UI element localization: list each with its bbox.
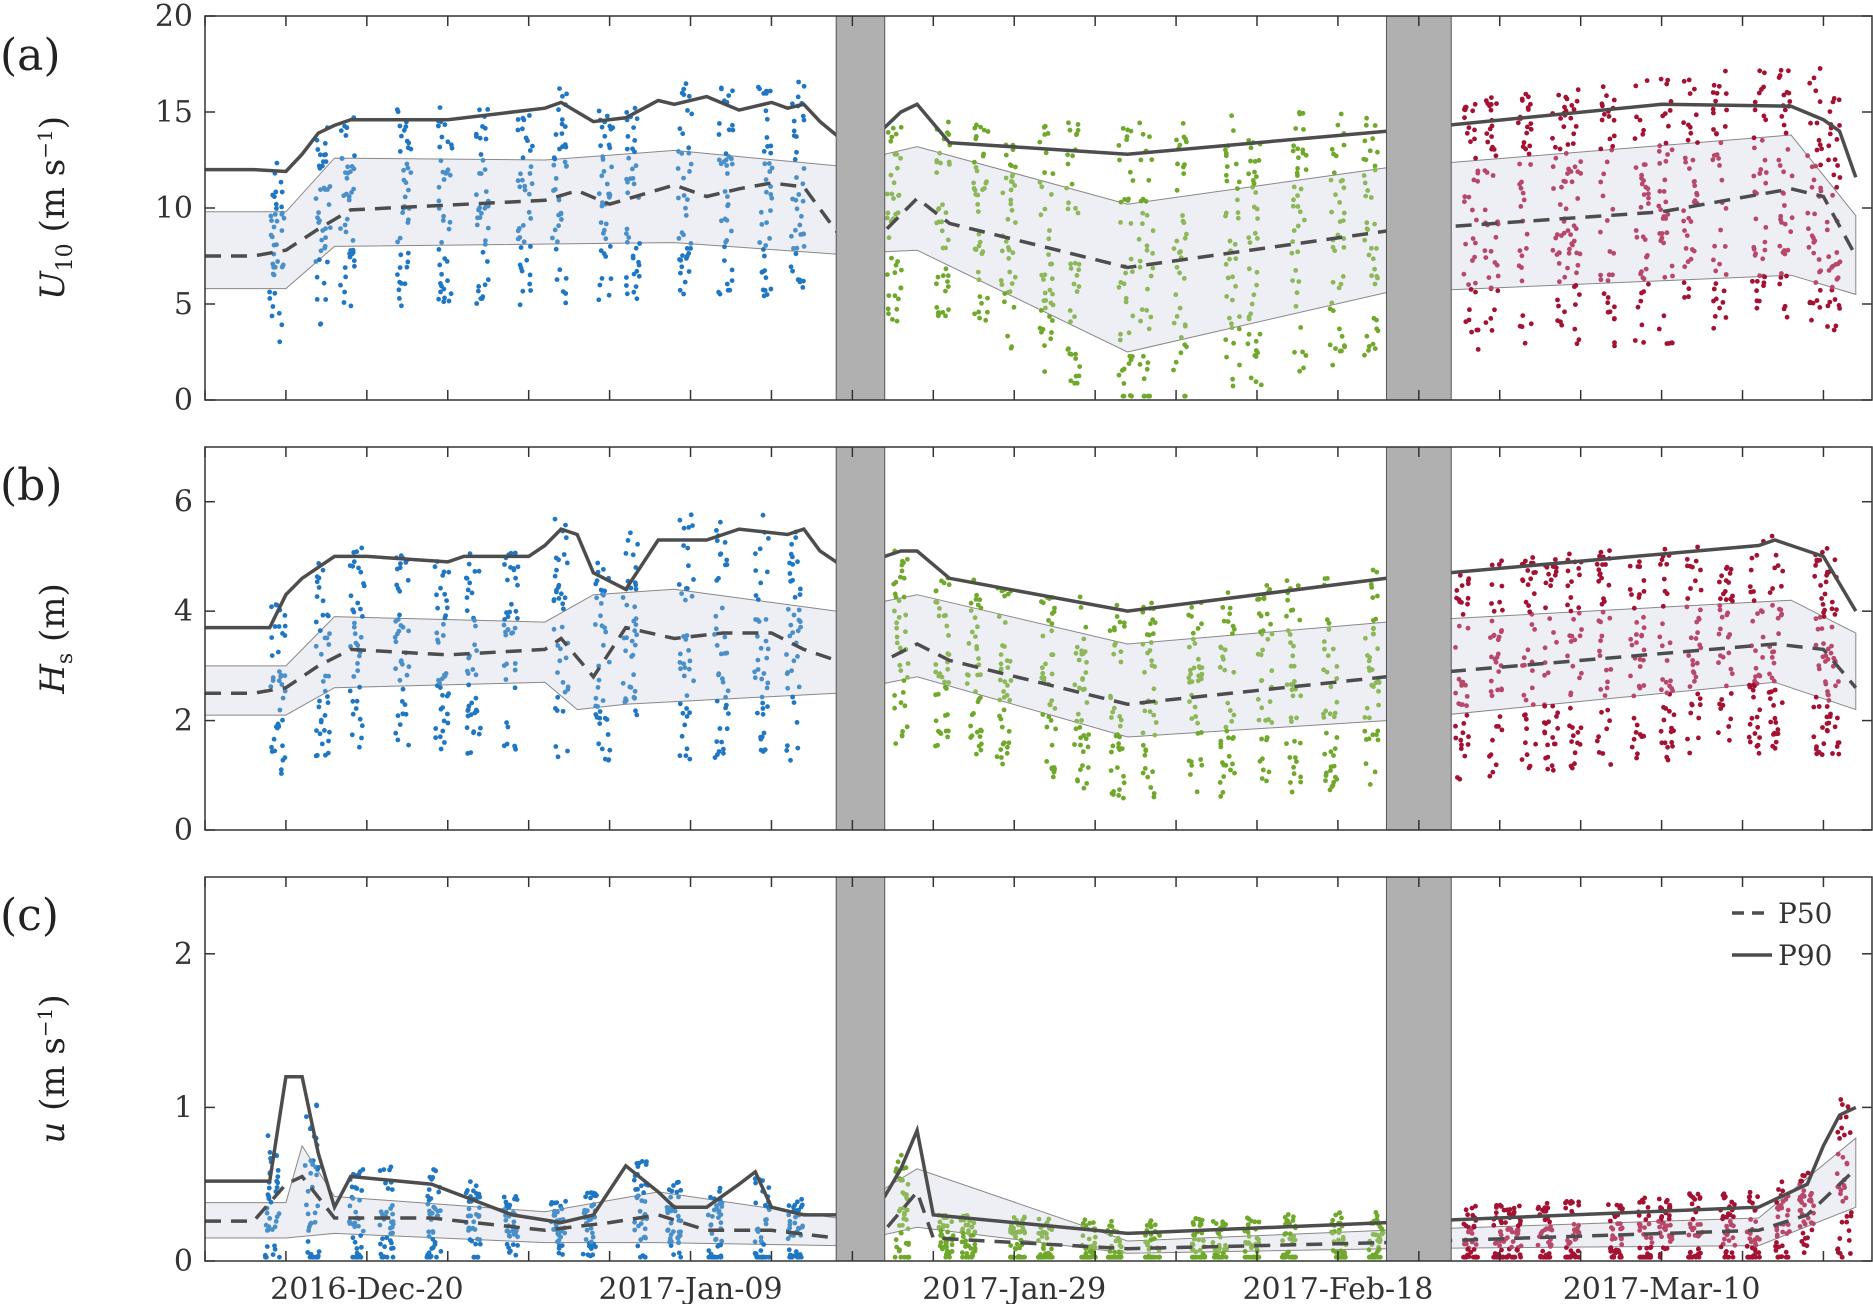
y-tick-label: 0 [174,1244,193,1279]
x-tick-label: 2017-Feb-18 [1242,1272,1433,1304]
panel-a: 0 5 10 15 20 (a) U10 (m s−1) [0,0,1873,418]
y-tick-label: 20 [155,0,193,34]
data-gap [835,876,886,1262]
panel-b: 0 2 4 6 (b) Hs (m) [0,446,1873,848]
p50-line [205,625,1858,706]
legend-p90-label: P90 [1778,939,1832,972]
panel-letter: (c) [0,890,59,941]
p50-line [205,1167,1858,1251]
panel-letter: (b) [0,460,63,511]
y-axis-title: Hs (m) [33,583,78,695]
y-tick-label: 6 [174,485,193,520]
p90-line [205,1074,1857,1236]
observation-points [267,66,1843,399]
data-gap [835,446,886,831]
axes-frame [204,446,1873,831]
x-tick-label: 2017-Jan-09 [599,1272,783,1304]
panel-c: 0 1 2 2016-Dec-20 2017-Jan-09 2017-Jan-29 2017… [0,876,1873,1304]
percentile-band [204,1137,1857,1254]
y-tick-label: 2 [174,704,193,739]
y-tick-label: 15 [155,95,193,130]
x-tick-label: 2017-Jan-29 [922,1272,1106,1304]
data-gap [835,15,886,401]
y-tick-label: 4 [174,594,193,629]
data-gap [1385,876,1452,1262]
y-tick-label: 1 [174,1090,193,1125]
data-gap [1385,446,1452,831]
p90-line [205,94,1858,178]
y-tick-label: 0 [174,383,193,418]
y-axis-title: U10 (m s−1) [33,116,78,300]
y-tick-label: 0 [174,813,193,848]
y-axis-title: u (m s−1) [33,994,73,1143]
percentile-band [204,588,1857,738]
y-tick-label: 10 [155,191,193,226]
x-tick-label: 2017-Mar-10 [1563,1272,1761,1304]
observation-points [262,1097,1854,1260]
panel-letter: (a) [0,30,61,81]
y-tick-label: 2 [174,937,193,972]
y-tick-label: 5 [174,287,193,322]
x-tick-label: 2016-Dec-20 [270,1272,463,1304]
observation-points [268,512,1842,801]
p90-line [205,527,1858,630]
legend-p50-label: P50 [1778,897,1832,930]
axes-frame [204,876,1873,1262]
data-gap [1385,15,1452,401]
